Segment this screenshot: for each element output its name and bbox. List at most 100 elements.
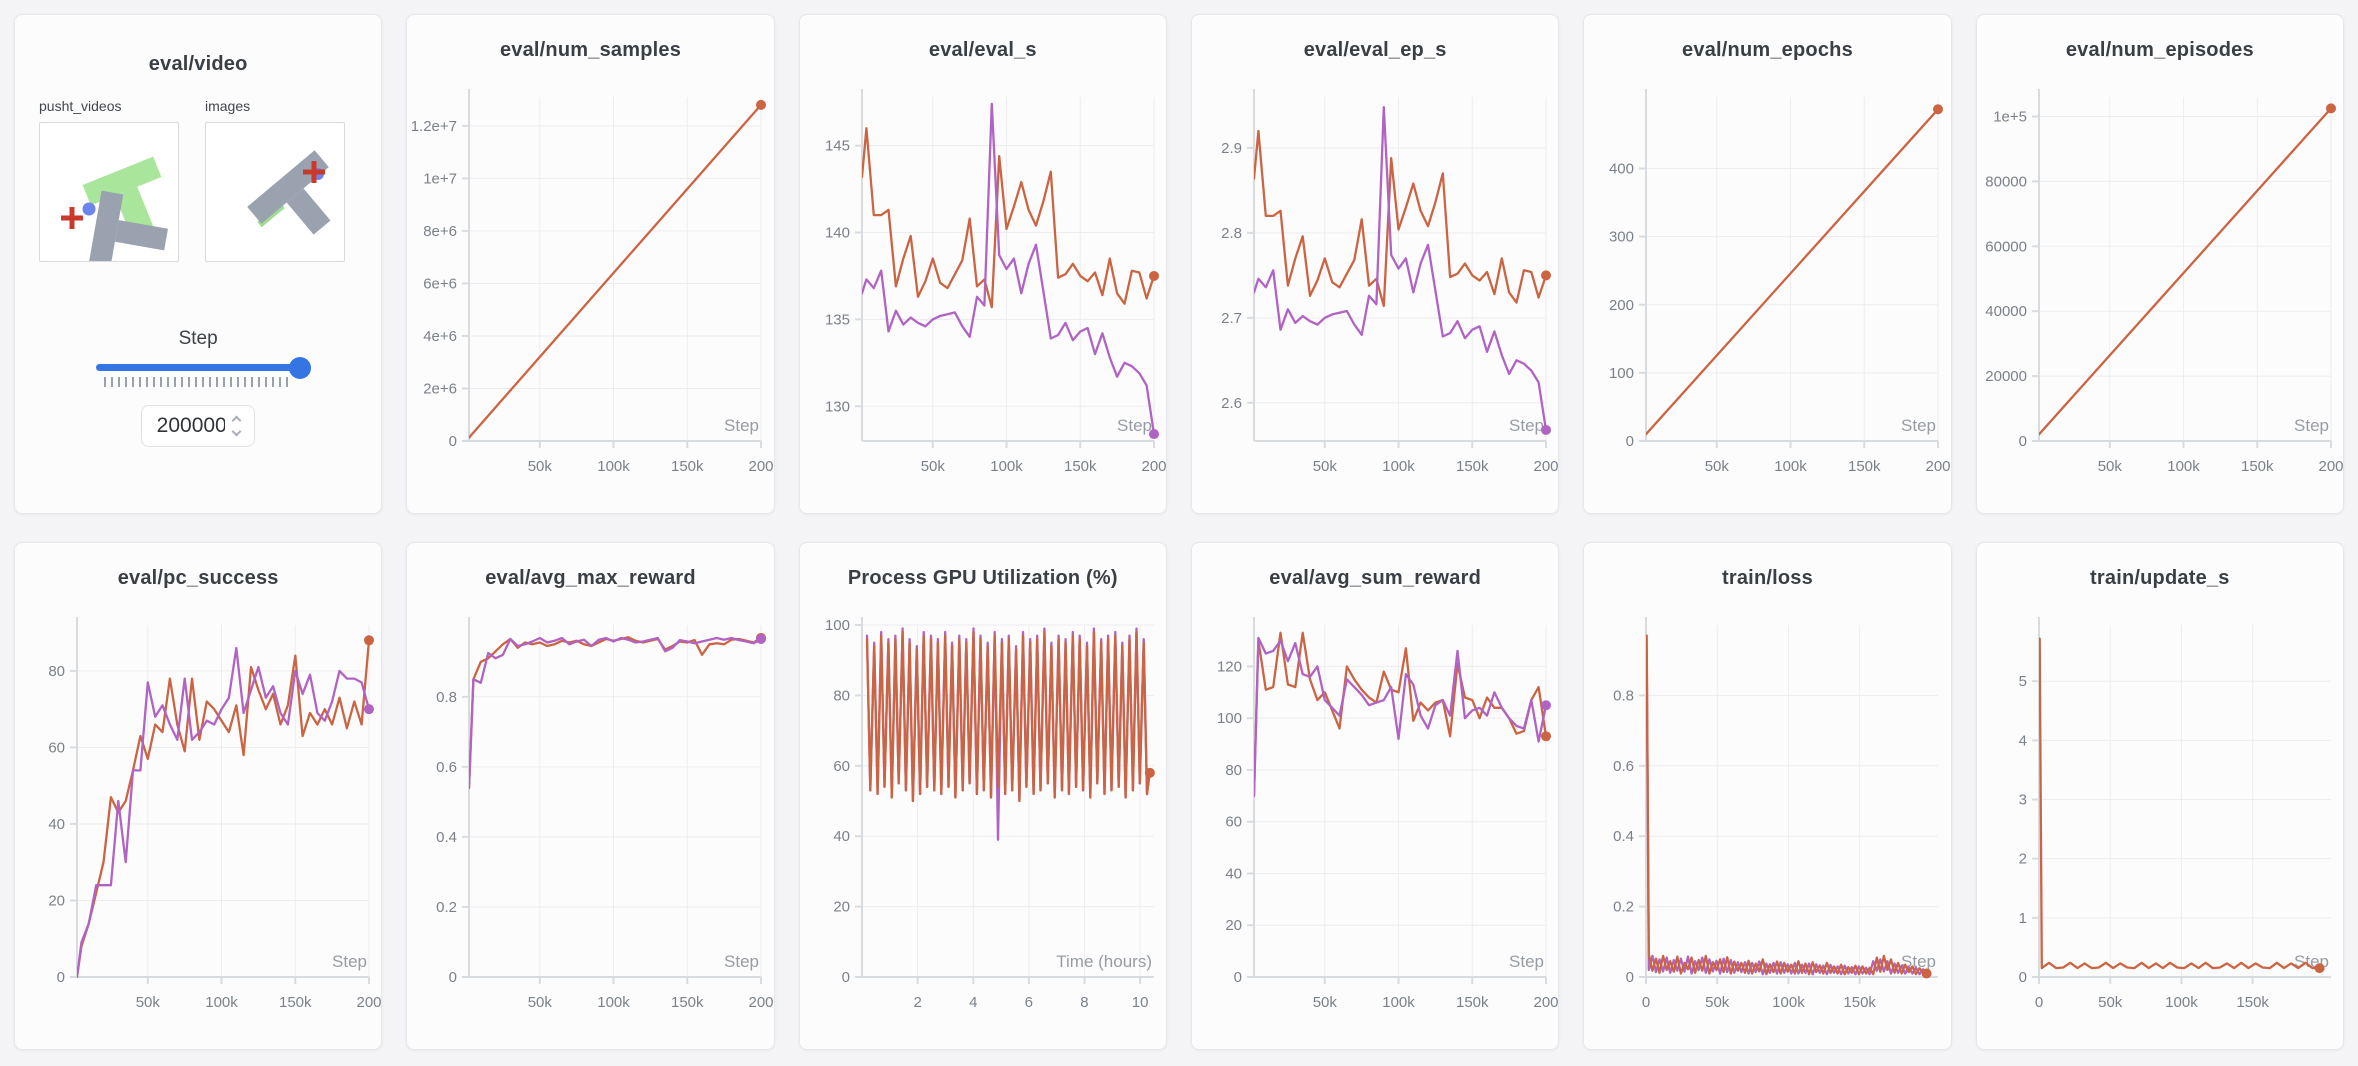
chart-canvas-train-update-s[interactable]: 0 1 2 3 4 5 0 50k 100k 150k Step [1977, 605, 2343, 1041]
svg-text:0.2: 0.2 [436, 899, 457, 916]
svg-text:Step: Step [1901, 416, 1936, 435]
gray-t-block [88, 190, 168, 268]
svg-text:Step: Step [724, 416, 759, 435]
images-frame [247, 150, 331, 235]
chart-canvas-eval-num-samples[interactable]: 0 2e+6 4e+6 6e+6 8e+6 1e+7 1.2e+7 50k 100k 150k 20… [407, 77, 774, 505]
target-cross-icon [61, 207, 83, 229]
svg-text:2.7: 2.7 [1221, 310, 1242, 327]
chart-card-eval-num-episodes: eval/num_episodes 0 20000 40000 60000 80000 1… [1975, 14, 2344, 514]
svg-text:2: 2 [2018, 851, 2026, 868]
svg-text:40: 40 [833, 828, 850, 845]
chart-canvas-eval-eval-s[interactable]: 130 135 140 145 50k 100k 150k 200 Step [800, 77, 1166, 505]
chart-card-process-gpu-utilization: Process GPU Utilization (%) 0 20 40 60 80 100… [798, 542, 1167, 1050]
svg-text:50k: 50k [1705, 994, 1730, 1011]
svg-text:100k: 100k [1775, 458, 1808, 475]
svg-text:100k: 100k [598, 994, 631, 1011]
images-preview[interactable] [205, 122, 345, 262]
svg-text:150k: 150k [2236, 994, 2269, 1011]
chart-title: eval/avg_max_reward [485, 567, 696, 589]
svg-text:150k: 150k [279, 994, 312, 1011]
svg-text:2.8: 2.8 [1221, 225, 1242, 242]
chart-canvas-eval-num-epochs[interactable]: 0 100 200 300 400 50k 100k 150k 200 Step [1584, 77, 1951, 505]
svg-text:5: 5 [2018, 673, 2026, 690]
svg-text:10: 10 [1131, 994, 1148, 1011]
chart-card-eval-avg-sum-reward: eval/avg_sum_reward 0 20 40 60 80 100 120 50k 10… [1190, 542, 1560, 1050]
svg-text:100k: 100k [990, 458, 1023, 475]
svg-text:200: 200 [1533, 994, 1558, 1011]
svg-text:145: 145 [825, 138, 850, 155]
svg-text:2: 2 [913, 994, 921, 1011]
panel-row-1: eval/video pusht_videos [14, 14, 2344, 514]
svg-text:60000: 60000 [1985, 238, 2027, 255]
svg-text:0.6: 0.6 [1613, 758, 1634, 775]
svg-text:100k: 100k [598, 458, 631, 475]
chart-title: eval/avg_sum_reward [1269, 567, 1481, 589]
svg-text:4: 4 [2018, 732, 2026, 749]
pusht-video-preview[interactable] [39, 122, 179, 268]
panel-row-2: eval/pc_success 0 20 40 60 80 50k 100k 150k 200 S… [14, 542, 2344, 1050]
chart-canvas-eval-avg-max-reward[interactable]: 0 0.2 0.4 0.6 0.8 50k 100k 150k 200 Step [407, 605, 774, 1041]
svg-text:6: 6 [1024, 994, 1032, 1011]
slider-track[interactable] [95, 356, 311, 379]
svg-text:80: 80 [48, 663, 65, 680]
svg-text:150k: 150k [1456, 994, 1489, 1011]
svg-text:Step: Step [332, 952, 367, 971]
svg-text:0: 0 [1626, 969, 1634, 986]
svg-text:200: 200 [1533, 458, 1558, 475]
chart-card-eval-avg-max-reward: eval/avg_max_reward 0 0.2 0.4 0.6 0.8 50k 100k… [406, 542, 775, 1050]
chart-card-eval-eval-ep-s: eval/eval_ep_s 2.6 2.7 2.8 2.9 50k 100k 150k 20… [1190, 14, 1560, 514]
chart-card-eval-num-epochs: eval/num_epochs 0 100 200 300 400 50k 100k 150k… [1583, 14, 1952, 514]
svg-text:6e+6: 6e+6 [424, 275, 458, 292]
svg-text:0.8: 0.8 [436, 689, 457, 706]
svg-text:50k: 50k [920, 458, 945, 475]
svg-text:120: 120 [1217, 658, 1242, 675]
svg-text:2e+6: 2e+6 [424, 380, 458, 397]
svg-text:Step: Step [1901, 952, 1936, 971]
svg-text:0.8: 0.8 [1613, 687, 1634, 704]
target-cross-icon [303, 161, 325, 183]
svg-text:60: 60 [48, 739, 65, 756]
svg-text:50k: 50k [1313, 994, 1338, 1011]
svg-text:Step: Step [2294, 416, 2329, 435]
svg-text:150k: 150k [1064, 458, 1097, 475]
svg-text:2.6: 2.6 [1221, 395, 1242, 412]
svg-text:20000: 20000 [1985, 368, 2027, 385]
media-thumb-images: images [205, 98, 345, 262]
chart-canvas-eval-pc-success[interactable]: 0 20 40 60 80 50k 100k 150k 200 Step [15, 605, 381, 1041]
svg-text:100k: 100k [1382, 994, 1415, 1011]
svg-text:300: 300 [1609, 229, 1634, 246]
svg-text:40000: 40000 [1985, 303, 2027, 320]
svg-text:100: 100 [1217, 710, 1242, 727]
chart-title: eval/pc_success [117, 567, 279, 589]
chart-card-eval-pc-success: eval/pc_success 0 20 40 60 80 50k 100k 150k 200 S… [14, 542, 383, 1050]
svg-text:50k: 50k [528, 994, 553, 1011]
agent-dot [82, 202, 96, 216]
chart-card-train-update-s: train/update_s 0 1 2 3 4 5 0 50k 100k 150k Step [1975, 542, 2344, 1050]
svg-text:100k: 100k [205, 994, 238, 1011]
svg-text:0.4: 0.4 [1613, 828, 1634, 845]
svg-text:50k: 50k [1313, 458, 1338, 475]
step-value-input[interactable] [156, 414, 225, 438]
chart-canvas-process-gpu-utilization[interactable]: 0 20 40 60 80 100 2 4 6 8 10 Time (hours) [800, 605, 1166, 1041]
step-up-icon[interactable] [231, 415, 242, 426]
chart-canvas-eval-avg-sum-reward[interactable]: 0 20 40 60 80 100 120 50k 100k 150k 200 Step [1192, 605, 1558, 1041]
svg-text:0: 0 [449, 433, 457, 450]
chart-canvas-train-loss[interactable]: 0 0.2 0.4 0.6 0.8 0 50k 100k 150k Step [1584, 605, 1950, 1041]
svg-text:400: 400 [1609, 161, 1634, 178]
svg-text:0: 0 [2034, 994, 2042, 1011]
svg-text:1e+5: 1e+5 [1993, 108, 2027, 125]
svg-text:80: 80 [833, 687, 850, 704]
chart-title: eval/num_episodes [2065, 39, 2254, 61]
step-slider[interactable] [95, 356, 311, 387]
chart-title: train/loss [1722, 567, 1813, 589]
chart-title: eval/num_samples [499, 39, 682, 61]
step-down-icon[interactable] [231, 426, 242, 437]
slider-tick-marks [104, 377, 293, 387]
slider-thumb[interactable] [288, 356, 311, 379]
svg-text:0: 0 [1642, 994, 1650, 1011]
chart-canvas-eval-num-episodes[interactable]: 0 20000 40000 60000 80000 1e+5 50k 100k 150k 200 S… [1977, 77, 2343, 505]
chart-canvas-eval-eval-ep-s[interactable]: 2.6 2.7 2.8 2.9 50k 100k 150k 200 Step [1192, 77, 1558, 505]
svg-text:50k: 50k [528, 458, 553, 475]
gray-t-block [247, 150, 331, 235]
